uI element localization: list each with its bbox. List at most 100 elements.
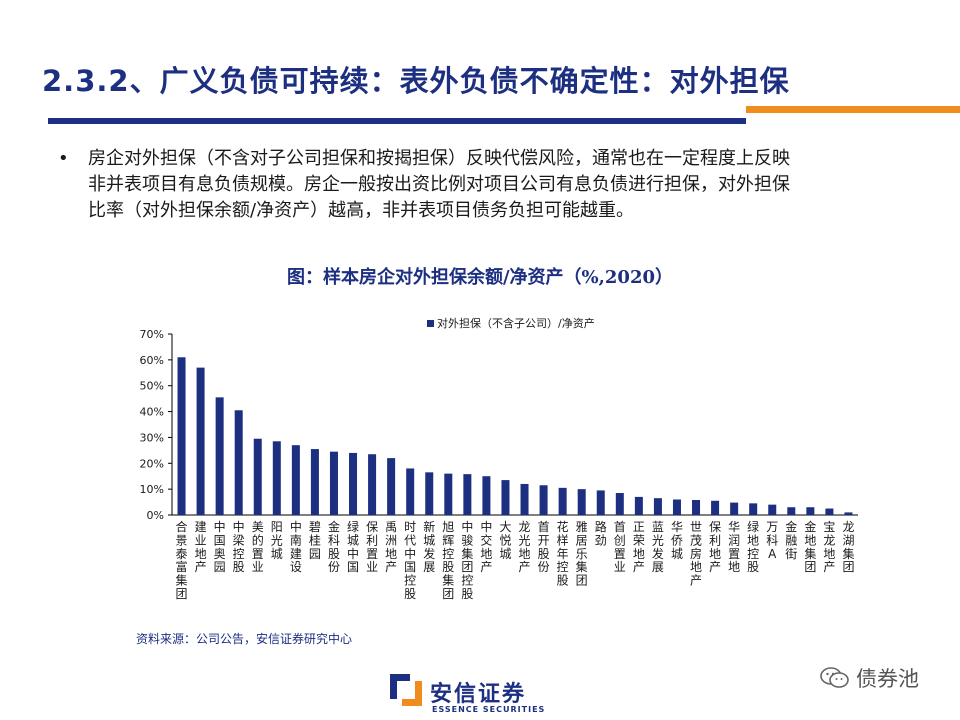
legend-label: 对外担保（不含子公司）/净资产 — [437, 317, 595, 330]
bar — [615, 493, 624, 515]
x-tick-label: 蓝光发展 — [652, 520, 664, 574]
y-tick-label: 30% — [140, 431, 164, 444]
bar — [634, 496, 643, 515]
bullet-line-1: 房企对外担保（不含对子公司担保和按揭担保）反映代偿风险，通常也在一定程度上反映 — [88, 148, 790, 169]
x-tick-label: 金科股份 — [328, 519, 340, 574]
bar — [425, 472, 434, 515]
bar — [349, 452, 358, 515]
x-tick-label: 美的置业 — [252, 520, 264, 574]
x-tick-label: 宝龙地产 — [823, 520, 835, 574]
bar — [482, 476, 491, 515]
x-tick-label: 大悦城 — [499, 520, 511, 561]
watermark: 债券池 — [820, 664, 919, 692]
wechat-icon — [820, 667, 849, 688]
y-tick-label: 40% — [140, 406, 164, 419]
x-tick-label: 新城发展 — [423, 519, 435, 574]
y-tick-label: 20% — [140, 457, 164, 470]
x-tick-label: 龙光地产 — [519, 520, 531, 574]
company-logo-icon — [390, 674, 422, 706]
x-tick-label: 绿地控股 — [747, 519, 759, 574]
x-tick-label: 金地集团 — [804, 519, 816, 574]
x-tick-label: 金融街 — [785, 519, 797, 561]
bar — [806, 507, 815, 515]
figure-caption: 图：样本房企对外担保余额/净资产（%,2020） — [286, 267, 674, 288]
x-tick-label: 中交地产 — [480, 519, 492, 574]
x-tick-label: 保利置业 — [366, 520, 378, 574]
title-rule-orange — [746, 106, 960, 113]
bar — [272, 441, 281, 515]
y-tick-label: 0% — [147, 509, 164, 522]
bar — [672, 499, 681, 515]
logo-text-en: ESSENCE SECURITIES — [432, 705, 546, 714]
x-tick-label: 世茂房地产 — [690, 520, 702, 588]
bar — [558, 487, 567, 515]
bar — [653, 498, 662, 515]
y-tick-label: 70% — [140, 328, 164, 341]
bar — [463, 474, 472, 515]
y-tick-label: 10% — [140, 483, 164, 496]
bar — [596, 490, 605, 515]
x-tick-label: 万科 A — [766, 520, 778, 561]
logo-text-cn: 安信证券 — [430, 682, 527, 707]
bar — [253, 438, 262, 515]
x-tick-label: 路劲 — [595, 519, 607, 547]
x-tick-label: 华润置地 — [728, 520, 740, 574]
bar — [768, 504, 777, 515]
x-tick-label: 中梁控股 — [233, 519, 245, 574]
chart-legend: 对外担保（不含子公司）/净资产 — [427, 316, 595, 330]
x-tick-label: 正荣地产 — [633, 520, 645, 574]
bar — [406, 468, 415, 515]
x-tick-label: 保利地产 — [709, 520, 721, 574]
x-tick-label: 禹洲地产 — [385, 520, 397, 574]
x-tick-label: 中国奥园 — [214, 519, 226, 574]
x-tick-label: 合景泰富集团 — [176, 519, 188, 601]
x-tick-label: 首开股份 — [538, 520, 550, 574]
bullet-line-3: 比率（对外担保余额/净资产）越高，非并表项目债务负担可能越重。 — [88, 200, 635, 221]
x-tick-label: 中南建设 — [290, 519, 302, 574]
bullet-marker: • — [58, 148, 69, 169]
bullet-text: 房企对外担保（不含对子公司担保和按揭担保）反映代偿风险，通常也在一定程度上反映 … — [88, 146, 938, 224]
legend-swatch — [427, 319, 434, 327]
source-note: 资料来源：公司公告，安信证券研究中心 — [136, 632, 353, 646]
bar — [844, 512, 853, 515]
bar — [215, 397, 224, 515]
bar — [329, 451, 338, 515]
x-tick-label: 旭辉控股集团 — [442, 520, 454, 601]
x-tick-label: 花样年控股 — [557, 519, 569, 588]
bar — [444, 473, 453, 515]
bar — [711, 500, 720, 515]
bar — [387, 458, 396, 515]
x-tick-label: 龙湖集团 — [842, 520, 854, 574]
x-tick-label: 首创置业 — [614, 520, 626, 574]
watermark-text: 债券池 — [856, 667, 919, 691]
x-tick-label: 时代中国控股 — [404, 520, 416, 601]
bar — [520, 483, 529, 515]
bar — [368, 454, 377, 515]
bullet-line-2: 非并表项目有息负债规模。房企一般按出资比例对项目公司有息负债进行担保，对外担保 — [88, 174, 790, 195]
bar — [196, 367, 205, 515]
x-tick-label: 雅居乐集团 — [576, 519, 588, 588]
title-rule-blue — [48, 118, 746, 124]
x-tick-label: 华侨城 — [671, 520, 683, 561]
x-tick-label: 绿城中国 — [347, 519, 359, 574]
bar — [177, 357, 186, 515]
x-tick-label: 阳光城 — [271, 520, 283, 561]
bar — [749, 503, 758, 515]
bar — [825, 508, 834, 515]
x-tick-label: 中骏集团控股 — [461, 519, 473, 601]
bar — [291, 445, 300, 515]
bar — [577, 489, 586, 515]
bar — [730, 502, 739, 515]
y-tick-label: 50% — [140, 380, 164, 393]
bar — [501, 480, 510, 515]
bar — [234, 410, 243, 515]
bar — [539, 485, 548, 515]
bar — [787, 507, 796, 515]
y-tick-label: 60% — [140, 354, 164, 367]
x-tick-label: 建业地产 — [195, 520, 207, 574]
bar — [692, 500, 701, 515]
x-tick-label: 碧桂园 — [309, 520, 321, 561]
slide-title: 2.3.2、广义负债可持续：表外负债不确定性：对外担保 — [42, 64, 790, 98]
bar — [310, 449, 319, 515]
